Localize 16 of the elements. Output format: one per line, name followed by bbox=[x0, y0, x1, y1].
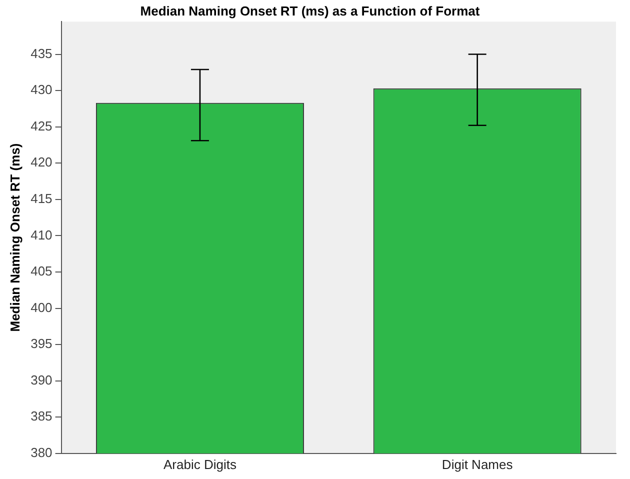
y-tick-label: 435 bbox=[30, 46, 52, 61]
y-tick-label: 425 bbox=[30, 118, 52, 134]
y-tick-label: 390 bbox=[30, 372, 52, 388]
y-tick-label: 405 bbox=[30, 264, 52, 279]
y-tick-label: 410 bbox=[30, 227, 52, 242]
y-axis-title: Median Naming Onset RT (ms) bbox=[7, 143, 22, 332]
y-tick-label: 400 bbox=[30, 300, 52, 315]
x-tick-label: Arabic Digits bbox=[163, 456, 237, 472]
y-tick-label: 430 bbox=[30, 82, 52, 98]
y-tick-label: 415 bbox=[30, 190, 52, 206]
y-tick-label: 395 bbox=[30, 336, 52, 352]
y-tick-label: 380 bbox=[30, 444, 52, 460]
y-tick-label: 420 bbox=[30, 154, 52, 170]
chart-title: Median Naming Onset RT (ms) as a Function of Format bbox=[140, 3, 480, 18]
x-tick-label: Digit Names bbox=[442, 456, 514, 472]
y-tick-label: 385 bbox=[30, 408, 52, 424]
